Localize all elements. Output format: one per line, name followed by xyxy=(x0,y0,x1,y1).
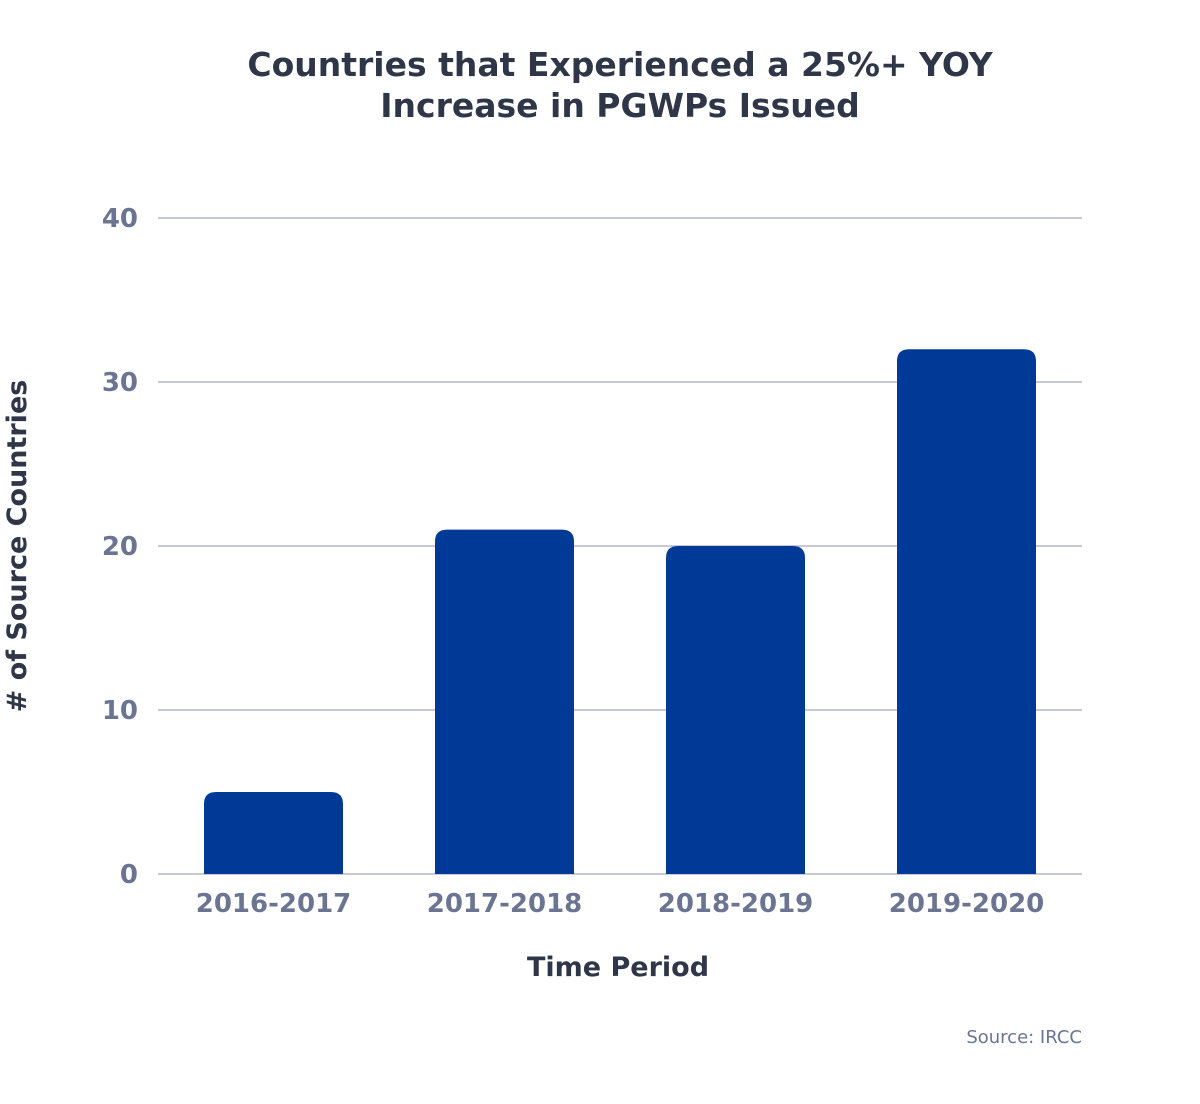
source-note: Source: IRCC xyxy=(966,1027,1082,1048)
x-axis-title: Time Period xyxy=(527,952,709,983)
chart-title-line-2: Increase in PGWPs Issued xyxy=(380,86,860,125)
x-tick-label: 2016-2017 xyxy=(196,889,352,919)
y-tick-label: 20 xyxy=(102,532,138,562)
bar-2019-2020 xyxy=(897,349,1036,874)
x-tick-label: 2019-2020 xyxy=(889,889,1045,919)
x-axis-ticks: 2016-2017 2017-2018 2018-2019 2019-2020 xyxy=(196,889,1045,919)
y-tick-label: 30 xyxy=(102,368,138,398)
y-tick-label: 10 xyxy=(102,696,138,726)
y-tick-label: 40 xyxy=(102,204,138,234)
bar-2016-2017 xyxy=(204,792,343,874)
bar-2018-2019 xyxy=(666,546,805,874)
y-axis-ticks: 0 10 20 30 40 xyxy=(102,204,138,890)
y-tick-label: 0 xyxy=(120,860,138,890)
chart-title-line-1: Countries that Experienced a 25%+ YOY xyxy=(247,45,993,84)
y-axis-title: # of Source Countries xyxy=(2,380,33,713)
bar-2017-2018 xyxy=(435,529,574,874)
bars xyxy=(204,349,1036,874)
x-tick-label: 2018-2019 xyxy=(658,889,814,919)
x-tick-label: 2017-2018 xyxy=(427,889,583,919)
